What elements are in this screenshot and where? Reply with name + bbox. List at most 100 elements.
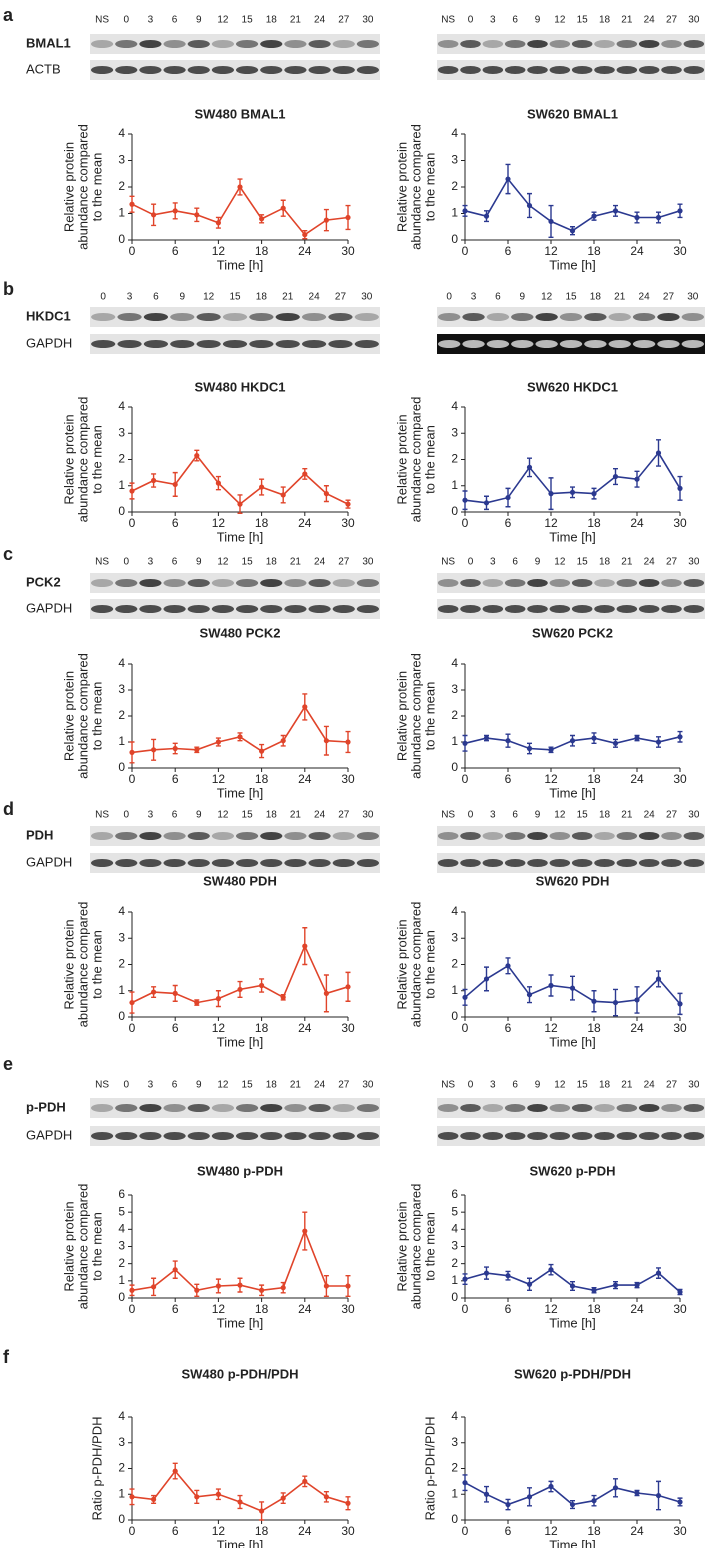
x-tick-label: 12 <box>212 1021 226 1035</box>
blot-band <box>683 832 705 840</box>
blot-band <box>332 605 355 613</box>
panel-letter: b <box>3 279 14 299</box>
blot-band <box>559 340 583 348</box>
blot-band <box>115 66 138 74</box>
data-point <box>634 476 640 482</box>
data-point <box>612 1282 619 1288</box>
y-tick-label: 4 <box>118 656 125 670</box>
x-tick-label: 12 <box>212 244 226 258</box>
data-point <box>548 982 554 989</box>
y-axis-label: Relative protein <box>394 1201 409 1291</box>
y-tick-label: 1 <box>118 206 125 220</box>
data-point <box>483 213 490 219</box>
blot-band <box>260 579 283 587</box>
blot-band <box>462 340 485 348</box>
blot-band <box>284 579 307 587</box>
data-point <box>591 213 597 219</box>
y-axis-label: abundance compared <box>75 653 90 779</box>
blot-strip <box>437 573 705 593</box>
y-axis-label: Ratio p-PDH/PDH <box>422 1416 437 1520</box>
data-point <box>151 747 157 753</box>
y-tick-label: 0 <box>451 1290 458 1304</box>
y-axis-label: to the mean <box>89 1212 104 1281</box>
data-point <box>569 489 576 495</box>
data-point <box>280 1285 286 1291</box>
lane-label: 21 <box>621 810 633 821</box>
y-axis-label: abundance compared <box>75 124 90 250</box>
lane-label: NS <box>441 810 455 821</box>
y-axis-label: abundance compared <box>408 124 423 250</box>
x-tick-label: 0 <box>462 244 469 258</box>
blot-band <box>549 1104 571 1112</box>
blot-band <box>460 40 481 48</box>
blot-band <box>187 579 210 587</box>
y-axis-label: abundance compared <box>75 1184 90 1310</box>
x-tick-label: 24 <box>298 516 312 530</box>
y-axis-label: Relative protein <box>61 414 76 504</box>
lane-label: 9 <box>179 292 185 303</box>
data-point <box>634 214 640 221</box>
lane-label: 0 <box>100 292 106 303</box>
data-point <box>172 1468 178 1474</box>
blot-band <box>616 1104 638 1112</box>
lane-label: 6 <box>153 292 159 303</box>
blot-band <box>187 66 210 74</box>
chart-title: SW480 p-PDH/PDH <box>181 1366 298 1381</box>
blot-band <box>594 66 615 74</box>
blot-band <box>332 859 355 867</box>
lane-label: 24 <box>644 557 656 568</box>
data-point <box>483 735 490 741</box>
blot-strip <box>90 1098 380 1118</box>
data-point <box>462 994 468 1000</box>
blot-band <box>460 1132 481 1140</box>
x-tick-label: 0 <box>129 516 136 530</box>
chart-title: SW480 BMAL1 <box>194 106 285 121</box>
chart-title: SW480 HKDC1 <box>194 379 285 394</box>
y-tick-label: 4 <box>118 126 125 140</box>
lane-label: 27 <box>338 15 350 26</box>
data-point <box>215 480 221 486</box>
y-tick-label: 3 <box>118 1435 125 1449</box>
data-point <box>323 1283 329 1289</box>
data-point <box>591 998 597 1004</box>
data-point <box>677 734 683 740</box>
lane-label: 6 <box>512 1080 518 1091</box>
blot-row-label: GAPDH <box>26 854 72 869</box>
blot-band <box>332 1104 355 1112</box>
lane-label: 27 <box>338 810 350 821</box>
lane-label: 15 <box>242 557 254 568</box>
blot-band <box>90 40 114 48</box>
data-point <box>194 1494 200 1500</box>
y-tick-label: 2 <box>451 957 458 971</box>
data-point <box>634 997 640 1003</box>
data-point <box>259 216 265 222</box>
blot-band <box>504 1104 526 1112</box>
series-line <box>131 705 349 754</box>
blot-band <box>211 579 235 587</box>
data-point <box>129 749 135 756</box>
blot-band <box>115 579 138 587</box>
blot-band <box>115 1104 138 1112</box>
lane-label: NS <box>441 1080 455 1091</box>
blot-band <box>661 859 682 867</box>
data-point <box>215 739 221 745</box>
blot-band <box>284 859 307 867</box>
y-tick-label: 5 <box>451 1204 458 1218</box>
data-point <box>237 501 243 507</box>
data-point <box>569 1501 576 1508</box>
blot-band <box>504 832 526 840</box>
data-point <box>215 996 221 1002</box>
lane-label: 18 <box>266 557 278 568</box>
blot-band <box>683 1132 705 1140</box>
lane-label: 30 <box>361 292 373 303</box>
blot-band <box>549 1132 571 1140</box>
lane-label: 9 <box>519 292 525 303</box>
blot-band <box>616 859 638 867</box>
blot-band <box>139 605 162 613</box>
blot-band <box>163 579 186 587</box>
y-tick-label: 1 <box>118 734 125 748</box>
data-point <box>259 1508 265 1514</box>
blot-band <box>139 40 162 48</box>
